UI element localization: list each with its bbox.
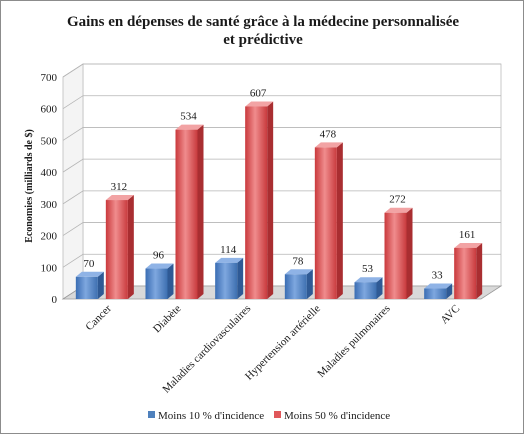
data-label: 534 bbox=[180, 111, 197, 123]
data-labels: 70 312 96 534 114 607 78 478 53 272 33 161 bbox=[83, 87, 475, 281]
data-label: 96 bbox=[153, 250, 165, 262]
bar-top-face bbox=[454, 242, 483, 248]
bar-front-face bbox=[354, 282, 377, 299]
bar-series-1 bbox=[424, 283, 453, 299]
bars bbox=[75, 101, 483, 299]
x-category-label: Hypertension artérielle bbox=[243, 303, 323, 383]
chart-title-line-1: Gains en dépenses de santé grâce à la mé… bbox=[67, 14, 459, 30]
bar-top-face bbox=[284, 269, 313, 275]
bar-front-face bbox=[284, 274, 307, 299]
bar-side-face bbox=[406, 207, 413, 299]
bar-side-face bbox=[167, 263, 174, 299]
y-tick-label: 0 bbox=[52, 294, 58, 306]
gridline bbox=[62, 253, 501, 268]
bar-top-face bbox=[75, 271, 104, 277]
gridlines bbox=[62, 63, 501, 268]
bar-side-face bbox=[336, 142, 343, 299]
y-tick-label: 600 bbox=[41, 104, 58, 116]
x-category-label: Cancer bbox=[83, 302, 114, 333]
bar-series-1 bbox=[75, 271, 104, 299]
y-tick-label: 400 bbox=[41, 167, 58, 179]
legend: Moins 10 % d'incidence Moins 50 % d'inci… bbox=[148, 410, 390, 422]
y-axis-ticks: 0 100 200 300 400 500 600 700 bbox=[41, 72, 58, 306]
bar-top-face bbox=[215, 257, 244, 263]
bar-front-face bbox=[245, 106, 268, 299]
bar-side-face bbox=[97, 271, 104, 299]
side-wall bbox=[62, 63, 84, 300]
bar-side-face bbox=[306, 269, 313, 299]
bar-front-face bbox=[105, 200, 128, 299]
bar-top-face bbox=[384, 207, 413, 213]
y-tick-label: 700 bbox=[41, 72, 58, 84]
bar-top-face bbox=[145, 263, 174, 269]
x-category-label: Maladies pulmonaires bbox=[315, 303, 392, 380]
data-label: 312 bbox=[111, 181, 128, 193]
chart-title-line-2: et prédictive bbox=[223, 32, 303, 48]
bar-front-face bbox=[454, 247, 477, 299]
bar-top-face bbox=[175, 124, 204, 130]
bar-series-2 bbox=[105, 195, 134, 299]
bar-series-2 bbox=[384, 207, 413, 299]
data-label: 53 bbox=[362, 263, 374, 275]
gridline bbox=[62, 158, 501, 173]
y-tick-label: 200 bbox=[41, 231, 58, 243]
legend-swatch-series-2 bbox=[274, 411, 281, 418]
legend-label-series-1: Moins 10 % d'incidence bbox=[158, 410, 264, 422]
back-wall bbox=[82, 63, 502, 287]
gridline bbox=[62, 95, 501, 110]
bar-front-face bbox=[384, 212, 407, 299]
data-label: 78 bbox=[292, 255, 304, 267]
bar-series-1 bbox=[284, 269, 313, 299]
bar-top-face bbox=[105, 195, 134, 201]
data-label: 33 bbox=[432, 270, 444, 282]
bar-series-2 bbox=[314, 142, 343, 299]
data-label: 607 bbox=[250, 87, 267, 99]
bar-top-face bbox=[354, 277, 383, 283]
bar-series-1 bbox=[145, 263, 174, 299]
bar-side-face bbox=[127, 195, 134, 299]
data-label: 70 bbox=[83, 258, 95, 270]
bar-side-face bbox=[376, 277, 383, 299]
bar-side-face bbox=[197, 124, 204, 299]
gridline bbox=[62, 190, 501, 205]
bar-series-2 bbox=[175, 124, 204, 299]
bar-front-face bbox=[145, 268, 168, 299]
bar-top-face bbox=[424, 283, 453, 289]
y-axis-title: Economies (milliards de $) bbox=[24, 129, 35, 243]
bar-top-face bbox=[314, 142, 343, 148]
y-tick-label: 100 bbox=[41, 262, 58, 274]
bar-front-face bbox=[314, 147, 337, 299]
gridline bbox=[62, 222, 501, 236]
bar-series-2 bbox=[245, 101, 274, 299]
bar-series-2 bbox=[454, 242, 483, 299]
legend-label-series-2: Moins 50 % d'incidence bbox=[284, 410, 390, 422]
bar-side-face bbox=[446, 283, 453, 299]
x-category-label: AVC bbox=[438, 303, 462, 327]
data-label: 114 bbox=[220, 244, 237, 256]
bar-series-1 bbox=[215, 257, 244, 299]
bar-series-1 bbox=[354, 277, 383, 299]
bar-front-face bbox=[175, 129, 198, 299]
legend-swatch-series-1 bbox=[148, 411, 155, 418]
x-category-label: Diabète bbox=[151, 303, 184, 336]
bar-side-face bbox=[267, 101, 274, 299]
bar-front-face bbox=[424, 288, 447, 299]
data-label: 272 bbox=[389, 194, 406, 206]
bar-front-face bbox=[75, 276, 98, 299]
data-label: 478 bbox=[320, 128, 337, 140]
bar-front-face bbox=[215, 262, 238, 299]
gridline bbox=[62, 63, 501, 78]
y-tick-label: 300 bbox=[41, 199, 58, 211]
y-tick-label: 500 bbox=[41, 135, 58, 147]
bar-top-face bbox=[245, 101, 274, 107]
data-label: 161 bbox=[459, 229, 476, 241]
bar-side-face bbox=[237, 257, 244, 299]
gridline bbox=[62, 127, 501, 141]
bar-side-face bbox=[476, 242, 483, 299]
